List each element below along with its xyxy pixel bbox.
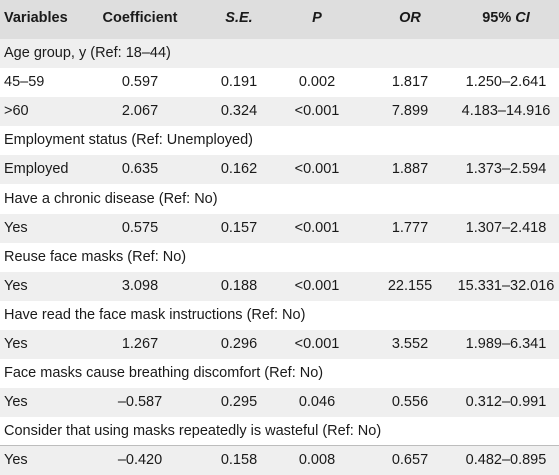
section-label: Face masks cause breathing discomfort (R… bbox=[4, 365, 324, 382]
cell-or: 1.777 bbox=[391, 219, 429, 236]
cell-se: 0.158 bbox=[220, 452, 258, 469]
cell-p: <0.001 bbox=[294, 277, 340, 294]
cell-coefficient: –0.587 bbox=[117, 394, 163, 411]
cell-coefficient: 0.597 bbox=[121, 74, 159, 91]
cell-se: 0.295 bbox=[220, 394, 258, 411]
section-label: Employment status (Ref: Unemployed) bbox=[4, 132, 254, 149]
cell-se: 0.188 bbox=[220, 277, 258, 294]
cell-p: <0.001 bbox=[294, 219, 340, 236]
header-confidence-interval: 95% CI bbox=[453, 0, 559, 37]
cell-coefficient: 2.067 bbox=[121, 103, 159, 120]
cell-variable: Yes bbox=[4, 452, 28, 469]
cell-p: 0.002 bbox=[298, 74, 336, 91]
cell-or: 3.552 bbox=[391, 336, 429, 352]
section-row: Reuse face masks (Ref: No) bbox=[0, 243, 559, 272]
cell-ci: 1.307–2.418 bbox=[465, 219, 547, 236]
cell-ci: 1.373–2.594 bbox=[465, 161, 547, 178]
cell-p: 0.008 bbox=[298, 452, 336, 469]
cell-variable: Employed bbox=[4, 161, 69, 178]
cell-or: 1.817 bbox=[391, 74, 429, 91]
cell-or: 1.887 bbox=[391, 161, 429, 178]
cell-coefficient: 0.575 bbox=[121, 219, 159, 236]
section-label: Reuse face masks (Ref: No) bbox=[4, 248, 187, 265]
cell-ci: 0.482–0.895 bbox=[465, 452, 547, 469]
cell-p: <0.001 bbox=[294, 336, 340, 352]
table-row: Employed 0.635 0.162 <0.001 1.887 1.373–2.594 bbox=[0, 155, 559, 185]
cell-variable: 45–59 bbox=[4, 74, 45, 91]
table-row: Yes –0.587 0.295 0.046 0.556 0.312–0.991 bbox=[0, 388, 559, 418]
section-row: Consider that using masks repeatedly is … bbox=[0, 417, 559, 446]
header-coefficient: Coefficient bbox=[102, 10, 178, 26]
section-label: Consider that using masks repeatedly is … bbox=[4, 423, 382, 440]
section-label: Age group, y (Ref: 18–44) bbox=[4, 45, 171, 61]
cell-se: 0.296 bbox=[220, 336, 258, 352]
cell-coefficient: 3.098 bbox=[121, 277, 159, 294]
cell-p: <0.001 bbox=[294, 103, 340, 120]
section-label: Have a chronic disease (Ref: No) bbox=[4, 190, 218, 207]
table-row: 45–59 0.597 0.191 0.002 1.817 1.250–2.641 bbox=[0, 68, 559, 97]
cell-or: 0.657 bbox=[391, 452, 429, 469]
cell-ci: 1.989–6.341 bbox=[465, 336, 547, 352]
cell-or: 7.899 bbox=[391, 103, 429, 120]
cell-p: <0.001 bbox=[294, 161, 340, 178]
cell-ci: 1.250–2.641 bbox=[465, 74, 547, 91]
table-row: Yes 0.575 0.157 <0.001 1.777 1.307–2.418 bbox=[0, 213, 559, 243]
table-header-row: Variables Coefficient S.E. P OR 95% CI bbox=[0, 0, 559, 39]
table-row: Yes 3.098 0.188 <0.001 22.155 15.331–32.016 bbox=[0, 271, 559, 301]
cell-or: 0.556 bbox=[391, 394, 429, 411]
section-row: Employment status (Ref: Unemployed) bbox=[0, 126, 559, 155]
cell-variable: Yes bbox=[4, 394, 28, 411]
cell-p: 0.046 bbox=[298, 394, 336, 411]
cell-se: 0.324 bbox=[220, 103, 258, 120]
table-row: Yes –0.420 0.158 0.008 0.657 0.482–0.895 bbox=[0, 446, 559, 475]
cell-variable: Yes bbox=[4, 336, 28, 352]
header-p-value: P bbox=[312, 10, 322, 26]
section-row: Face masks cause breathing discomfort (R… bbox=[0, 359, 559, 388]
header-standard-error: S.E. bbox=[225, 10, 253, 26]
cell-coefficient: –0.420 bbox=[117, 452, 163, 469]
table-row: >60 2.067 0.324 <0.001 7.899 4.183–14.916 bbox=[0, 97, 559, 127]
cell-se: 0.162 bbox=[220, 161, 258, 178]
header-variables: Variables bbox=[4, 10, 68, 26]
cell-variable: Yes bbox=[4, 219, 28, 236]
table-row: Yes 1.267 0.296 <0.001 3.552 1.989–6.341 bbox=[0, 330, 559, 360]
cell-coefficient: 0.635 bbox=[121, 161, 159, 178]
header-ci-italic: CI bbox=[515, 10, 530, 26]
section-row: Have a chronic disease (Ref: No) bbox=[0, 185, 559, 214]
cell-ci: 0.312–0.991 bbox=[465, 394, 547, 411]
header-ci-prefix: 95% bbox=[482, 10, 516, 26]
section-row: Age group, y (Ref: 18–44) bbox=[0, 39, 559, 69]
cell-or: 22.155 bbox=[387, 277, 433, 294]
cell-se: 0.191 bbox=[220, 74, 258, 91]
header-ci-text: 95% CI bbox=[482, 10, 530, 26]
cell-coefficient: 1.267 bbox=[121, 336, 159, 352]
section-row: Have read the face mask instructions (Re… bbox=[0, 301, 559, 330]
section-label: Have read the face mask instructions (Re… bbox=[4, 306, 306, 323]
cell-ci: 4.183–14.916 bbox=[461, 103, 551, 120]
cell-variable: >60 bbox=[4, 103, 29, 120]
header-odds-ratio: OR bbox=[399, 10, 421, 26]
cell-ci: 15.331–32.016 bbox=[457, 277, 555, 294]
cell-se: 0.157 bbox=[220, 219, 258, 236]
cell-variable: Yes bbox=[4, 277, 28, 294]
